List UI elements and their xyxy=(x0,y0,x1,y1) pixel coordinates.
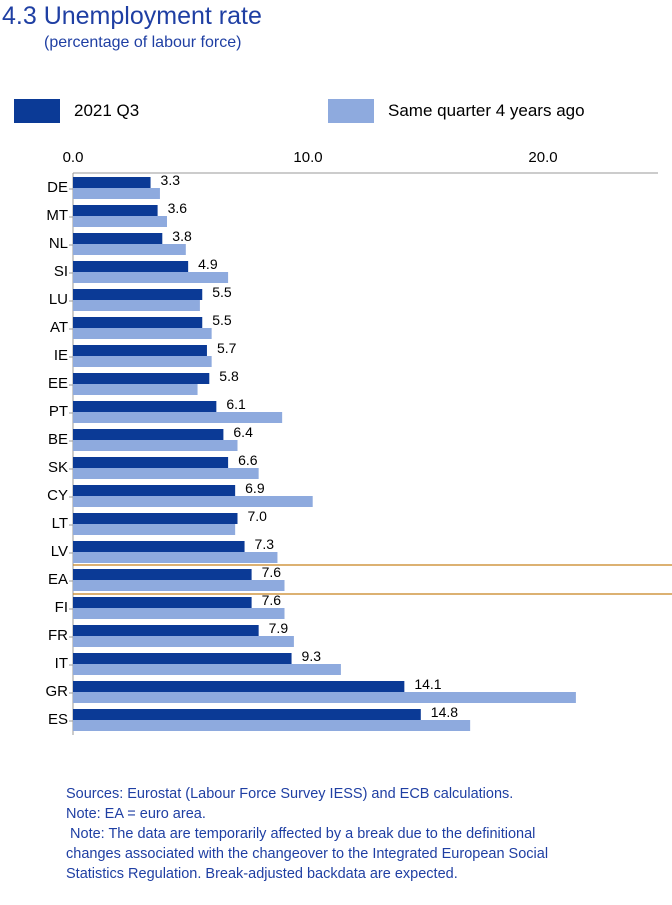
y-tick-label: ES xyxy=(48,711,68,728)
y-tick-label: PT xyxy=(49,403,68,420)
legend-swatch-previous xyxy=(328,99,374,123)
chart-subtitle: (percentage of labour force) xyxy=(44,34,242,51)
y-tick-label: DE xyxy=(47,179,68,196)
bar-previous xyxy=(73,244,186,255)
legend-item-previous: Same quarter 4 years ago xyxy=(328,98,585,124)
bar-current xyxy=(73,205,158,216)
bar-current xyxy=(73,597,252,608)
bar-current xyxy=(73,345,207,356)
data-label: 9.3 xyxy=(302,648,322,664)
y-tick-label: LU xyxy=(49,291,68,308)
bar-current xyxy=(73,429,224,440)
bar-current xyxy=(73,653,292,664)
y-tick-label: NL xyxy=(49,235,68,252)
bar-previous xyxy=(73,440,238,451)
y-tick-label: FI xyxy=(55,599,68,616)
bar-previous xyxy=(73,216,167,227)
legend-swatch-current xyxy=(14,99,60,123)
footer-note-break-line-2: changes associated with the changeover t… xyxy=(66,846,549,862)
data-label: 3.3 xyxy=(161,172,181,188)
chart-footer: Sources: Eurostat (Labour Force Survey I… xyxy=(66,784,548,884)
bar-current xyxy=(73,681,405,692)
data-label: 7.6 xyxy=(262,564,282,580)
data-label: 5.5 xyxy=(212,312,232,328)
bar-previous xyxy=(73,468,259,479)
legend-label-previous: Same quarter 4 years ago xyxy=(388,101,585,120)
data-label: 5.5 xyxy=(212,284,232,300)
y-tick-label: MT xyxy=(46,207,68,224)
bar-current xyxy=(73,317,203,328)
bar-previous xyxy=(73,692,576,703)
data-label: 6.6 xyxy=(238,452,258,468)
bar-current xyxy=(73,513,238,524)
data-label: 5.8 xyxy=(219,368,239,384)
data-label: 7.6 xyxy=(262,592,282,608)
bar-previous xyxy=(73,272,229,283)
y-tick-label: FR xyxy=(48,627,68,644)
data-label: 6.1 xyxy=(226,396,246,412)
y-tick-label: GR xyxy=(46,683,69,700)
bar-previous xyxy=(73,188,160,199)
x-tick-label: 0.0 xyxy=(63,149,84,166)
bar-current xyxy=(73,261,189,272)
data-label: 7.0 xyxy=(248,508,268,524)
data-label: 7.3 xyxy=(255,536,275,552)
y-tick-label: CY xyxy=(47,487,68,504)
bar-current xyxy=(73,373,210,384)
bar-current xyxy=(73,485,236,496)
footer-note-break-line-3: Statistics Regulation. Break-adjusted ba… xyxy=(66,866,458,882)
data-label: 14.1 xyxy=(414,676,441,692)
bar-current xyxy=(73,625,259,636)
chart-title: 4.3 Unemployment rate xyxy=(2,2,262,30)
data-label: 5.7 xyxy=(217,340,237,356)
data-label: 14.8 xyxy=(431,704,458,720)
bar-current xyxy=(73,457,229,468)
y-tick-label: IT xyxy=(55,655,68,672)
footer-sources: Sources: Eurostat (Labour Force Survey I… xyxy=(66,786,514,802)
bar-previous xyxy=(73,636,294,647)
unemployment-bar-chart: 0.0 10.0 20.0 DE 3.3 MT 3.6 NL 3.8 SI 4.9 LU 5.5 AT 5.… xyxy=(46,149,672,735)
legend-label-current: 2021 Q3 xyxy=(74,101,140,120)
bar-previous xyxy=(73,496,313,507)
data-label: 3.8 xyxy=(172,228,192,244)
y-tick-label: BE xyxy=(48,431,68,448)
y-tick-label: IE xyxy=(54,347,68,364)
x-tick-label: 10.0 xyxy=(293,149,322,166)
bar-current xyxy=(73,289,203,300)
y-tick-label: EE xyxy=(48,375,68,392)
data-label: 6.9 xyxy=(245,480,265,496)
bar-previous xyxy=(73,384,198,395)
bar-previous xyxy=(73,412,283,423)
footer-note-break-line-1: Note: The data are temporarily affected … xyxy=(66,826,536,842)
data-label: 4.9 xyxy=(198,256,218,272)
y-tick-label: LT xyxy=(52,515,68,532)
y-tick-label: SK xyxy=(48,459,68,476)
bar-previous xyxy=(73,300,200,311)
bar-current xyxy=(73,177,151,188)
y-tick-label: SI xyxy=(54,263,68,280)
bar-previous xyxy=(73,552,278,563)
bar-current xyxy=(73,569,252,580)
data-label: 7.9 xyxy=(269,620,289,636)
footer-note-euro-area: Note: EA = euro area. xyxy=(66,806,206,822)
y-tick-label: AT xyxy=(50,319,68,336)
bar-current xyxy=(73,401,217,412)
legend-item-current: 2021 Q3 xyxy=(14,98,139,124)
bar-current xyxy=(73,233,163,244)
data-label: 6.4 xyxy=(233,424,253,440)
bar-previous xyxy=(73,608,285,619)
bar-previous xyxy=(73,580,285,591)
y-tick-label: LV xyxy=(51,543,68,560)
bar-previous xyxy=(73,356,212,367)
data-label: 3.6 xyxy=(168,200,188,216)
bar-previous xyxy=(73,664,341,675)
bar-previous xyxy=(73,524,236,535)
x-tick-label: 20.0 xyxy=(528,149,557,166)
bar-current xyxy=(73,709,421,720)
bar-previous xyxy=(73,720,471,731)
bar-current xyxy=(73,541,245,552)
y-tick-label: EA xyxy=(48,571,68,588)
bar-previous xyxy=(73,328,212,339)
